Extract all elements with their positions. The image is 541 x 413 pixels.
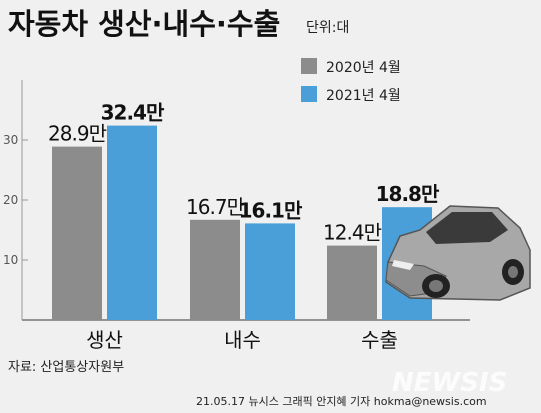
unit-label: 단위:대 <box>306 20 349 36</box>
category-label: 생산 <box>86 328 123 352</box>
data-label: 18.8만 <box>376 182 440 206</box>
car-icon <box>385 205 531 301</box>
category-label: 수출 <box>361 328 398 352</box>
y-tick-label: 10 <box>3 253 18 267</box>
data-label: 12.4만 <box>323 221 382 245</box>
y-tick-label: 20 <box>3 193 18 207</box>
legend-swatch-2020 <box>301 58 317 74</box>
category-label: 내수 <box>224 328 261 352</box>
data-label: 28.9만 <box>48 122 107 146</box>
data-label: 32.4만 <box>101 101 165 125</box>
credit-text: 21.05.17 뉴시스 그래픽 안지혜 기자 hokma@newsis.com <box>196 395 487 408</box>
bar-2020-1 <box>190 219 240 320</box>
legend-label-2020: 2020년 4월 <box>326 60 401 76</box>
y-tick-label: 30 <box>3 133 18 147</box>
bar-2021-0 <box>107 125 157 320</box>
legend-swatch-2021 <box>301 86 317 102</box>
watermark: NEWSIS <box>392 368 507 398</box>
data-label: 16.7만 <box>186 195 245 219</box>
bar-2020-2 <box>327 245 377 320</box>
bar-2020-0 <box>52 146 102 320</box>
data-label: 16.1만 <box>239 198 303 222</box>
bar-2021-1 <box>245 223 295 320</box>
legend-label-2021: 2021년 4월 <box>326 88 401 104</box>
chart-title: 자동차 생산·내수·수출 <box>8 7 280 41</box>
source-text: 자료: 산업통상자원부 <box>8 360 124 375</box>
